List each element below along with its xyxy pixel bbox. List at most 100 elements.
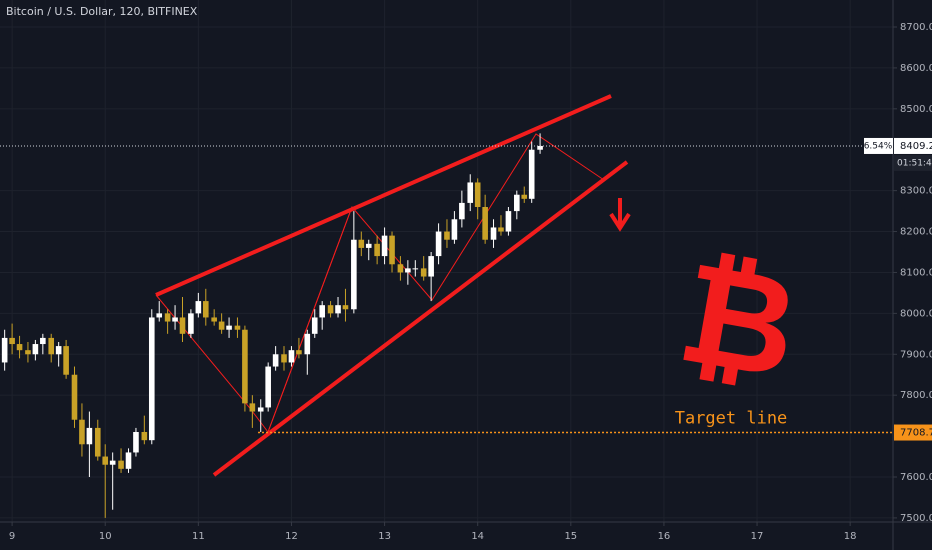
candle-body	[521, 194, 528, 199]
candle-body	[156, 313, 163, 318]
candle-body	[296, 350, 302, 355]
candle-body	[405, 268, 411, 273]
candle-body	[412, 268, 419, 270]
candle-body	[16, 344, 23, 351]
y-tick-label: 7600.0	[900, 472, 932, 483]
candle-body	[141, 432, 148, 441]
candle-body	[257, 407, 264, 412]
candle-body	[281, 354, 287, 363]
grid	[0, 0, 893, 522]
candle-body	[55, 346, 62, 355]
candle-body	[148, 317, 155, 441]
candle-body	[389, 235, 395, 265]
bitcoin-logo: ₿	[668, 231, 809, 411]
countdown-box	[894, 154, 932, 171]
candle-body	[397, 264, 404, 273]
candle-body	[311, 317, 318, 334]
candle-body	[25, 350, 31, 355]
candle-body	[48, 337, 55, 355]
candle-body	[474, 182, 481, 207]
candle-body	[467, 182, 474, 203]
axes: 8700.0 8600.0 8500.0 8300.0 8200.0 8100.0 8000…	[0, 22, 932, 542]
candle-body	[249, 403, 256, 412]
candle-body	[459, 202, 465, 220]
candle-body	[444, 231, 450, 240]
chart-title: Bitcoin / U.S. Dollar, 120, BITFINEX	[6, 5, 198, 18]
drawings	[155, 94, 631, 477]
candle-body	[32, 344, 39, 355]
candle-body	[265, 366, 271, 408]
target-line-label: Target line	[675, 409, 788, 429]
lower-trendline	[212, 160, 629, 477]
candle-body	[79, 419, 85, 445]
price-axis	[893, 0, 932, 550]
candle-body	[505, 211, 512, 232]
y-tick-label: 8000.0	[900, 308, 932, 319]
candle-body	[482, 207, 488, 240]
x-tick-label: 15	[564, 531, 577, 542]
y-tick-label: 7800.0	[900, 390, 932, 401]
candle-body	[234, 325, 241, 330]
candle-body	[1, 337, 8, 363]
candle-body	[435, 231, 442, 257]
upper-trendline	[155, 94, 612, 297]
candle-body	[381, 235, 388, 257]
candle-body	[528, 149, 535, 199]
change-box	[864, 137, 893, 154]
candle-body	[86, 427, 93, 445]
x-tick-label: 10	[99, 531, 112, 542]
candle-body	[490, 227, 497, 240]
candle-body	[226, 325, 232, 330]
candles	[1, 133, 543, 518]
change-label: 6.54%	[864, 141, 893, 151]
candle-body	[102, 456, 109, 465]
candle-body	[272, 354, 279, 367]
y-tick-label: 8300.0	[900, 186, 932, 197]
candle-body	[351, 239, 357, 310]
candle-body	[125, 452, 132, 469]
candle-body	[319, 305, 325, 318]
candle-body	[172, 317, 178, 322]
candle-body	[63, 346, 69, 375]
x-tick-label: 16	[658, 531, 671, 542]
candle-body	[498, 227, 504, 232]
candle-body	[304, 333, 311, 355]
x-tick-label: 13	[378, 531, 391, 542]
candle-body	[335, 305, 341, 314]
candle-body	[537, 145, 543, 150]
x-tick-label: 12	[285, 531, 298, 542]
candle-body	[94, 427, 101, 457]
candle-body	[365, 243, 372, 248]
x-tick-label: 9	[9, 531, 15, 542]
candle-body	[9, 337, 15, 345]
candle-body	[179, 317, 186, 334]
candle-body	[133, 432, 139, 453]
candle-body	[218, 321, 225, 330]
x-tick-label: 11	[192, 531, 205, 542]
y-tick-label: 8100.0	[900, 267, 932, 278]
target-price-label: 7708.7	[900, 428, 932, 439]
candle-body	[288, 350, 295, 363]
candle-body	[71, 374, 78, 420]
candle-body	[40, 337, 46, 345]
countdown-label: 01:51:48	[897, 158, 932, 168]
x-tick-label: 18	[844, 531, 857, 542]
candle-body	[164, 313, 171, 322]
wave-pattern	[267, 206, 353, 433]
x-tick-label: 14	[471, 531, 484, 542]
y-tick-label: 7500.0	[900, 513, 932, 524]
candle-body	[242, 329, 248, 404]
y-tick-label: 8600.0	[900, 63, 932, 74]
candle-body	[451, 219, 458, 240]
candle-body	[374, 243, 380, 257]
candle-body	[211, 317, 217, 322]
candle-body	[118, 460, 124, 469]
candle-body	[202, 301, 209, 318]
last-price-label: 8409.2	[900, 141, 932, 152]
candle-body	[327, 305, 334, 314]
x-tick-label: 17	[751, 531, 764, 542]
candle-body	[420, 268, 427, 277]
